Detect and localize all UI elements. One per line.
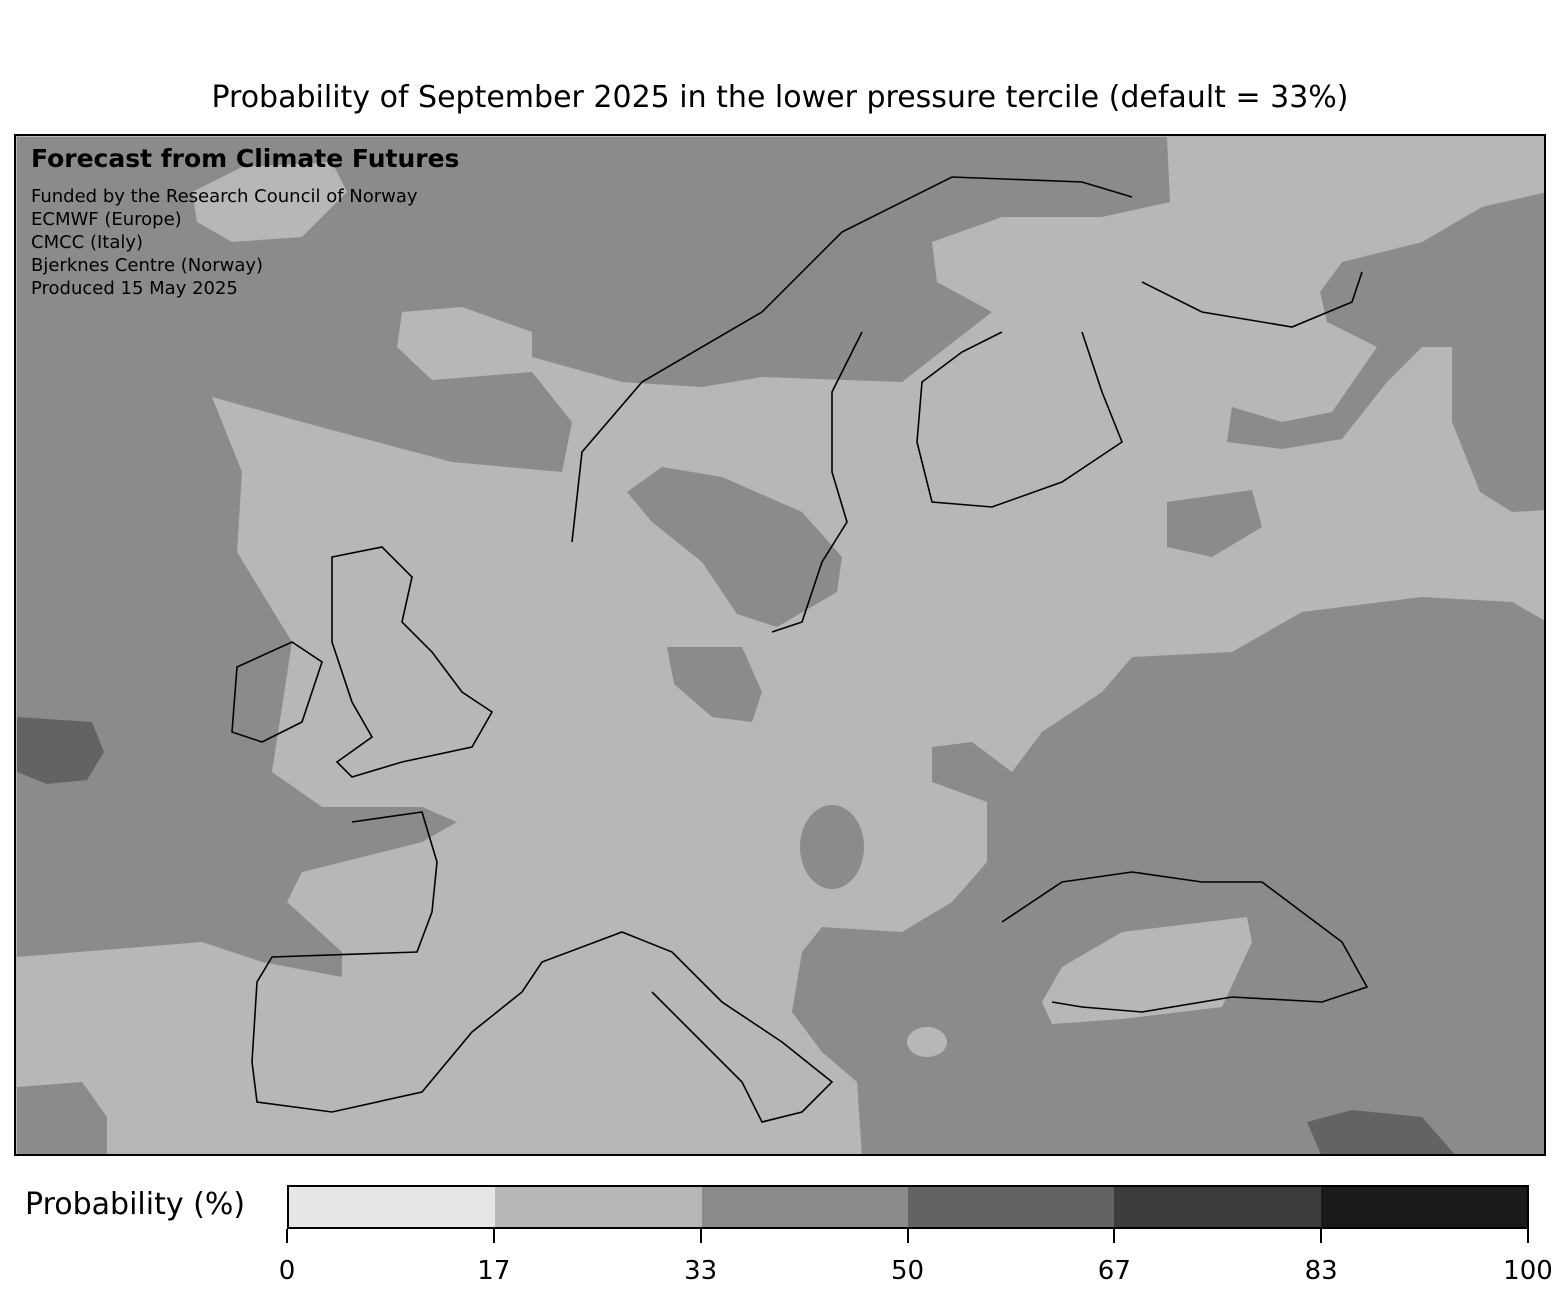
credit-line: CMCC (Italy) [31,232,144,253]
region-33-50-northwest [17,137,1170,977]
region-33-50-southeast [792,597,1544,1154]
colorbar-tick-label: 0 [278,1256,296,1286]
region-33-50-northeast [1227,192,1544,512]
colorbar-tick [492,1229,495,1243]
region-50-67-turkey [1307,1110,1455,1154]
colorbar-tick-label: 100 [1503,1256,1553,1286]
colorbar-tick [1527,1229,1529,1243]
credit-line: ECMWF (Europe) [31,209,182,230]
credit-line: Bjerknes Centre (Norway) [31,255,264,276]
credit-line: Produced 15 May 2025 [31,278,238,299]
colorbar-bin [1114,1187,1321,1227]
credit-line: Funded by the Research Council of Norway [31,186,418,207]
region-33-50-hungary [800,805,864,889]
colorbar-tick [1113,1229,1116,1243]
region-17-33-patch [192,162,347,242]
colorbar-tick [906,1229,909,1243]
region-17-33-greece [907,1027,947,1057]
colorbar-bin [1320,1187,1527,1227]
colorbar-tick-label: 17 [477,1256,511,1286]
region-33-50-baltic [667,647,762,722]
region-17-33-blacksea [1042,917,1252,1024]
map-title: Probability of September 2025 in the low… [211,80,1349,115]
region-33-50-southwest [17,1082,107,1154]
coastlines [231,176,1369,1123]
colorbar [287,1185,1529,1229]
colorbar-tick [699,1229,702,1243]
credits-heading: Forecast from Climate Futures [31,144,460,173]
colorbar-tick-label: 83 [1304,1256,1338,1286]
colorbar-tick-label: 67 [1097,1256,1131,1286]
colorbar-tick-label: 33 [684,1256,718,1286]
colorbar-tick [286,1229,288,1243]
colorbar-tick-label: 50 [890,1256,925,1286]
colorbar-bin [495,1187,702,1227]
region-33-50-russia [1167,490,1262,557]
colorbar-bin [701,1187,908,1227]
colorbar-bin [289,1187,496,1227]
probability-map: Forecast from Climate Futures Funded by … [14,134,1546,1156]
colorbar-bin [907,1187,1115,1227]
colorbar-tick [1320,1229,1323,1243]
credits-block: Forecast from Climate Futures Funded by … [31,144,459,300]
region-33-50-sweden [627,467,842,627]
region-50-67-atlantic [17,717,104,784]
colorbar-label: Probability (%) [25,1187,246,1222]
